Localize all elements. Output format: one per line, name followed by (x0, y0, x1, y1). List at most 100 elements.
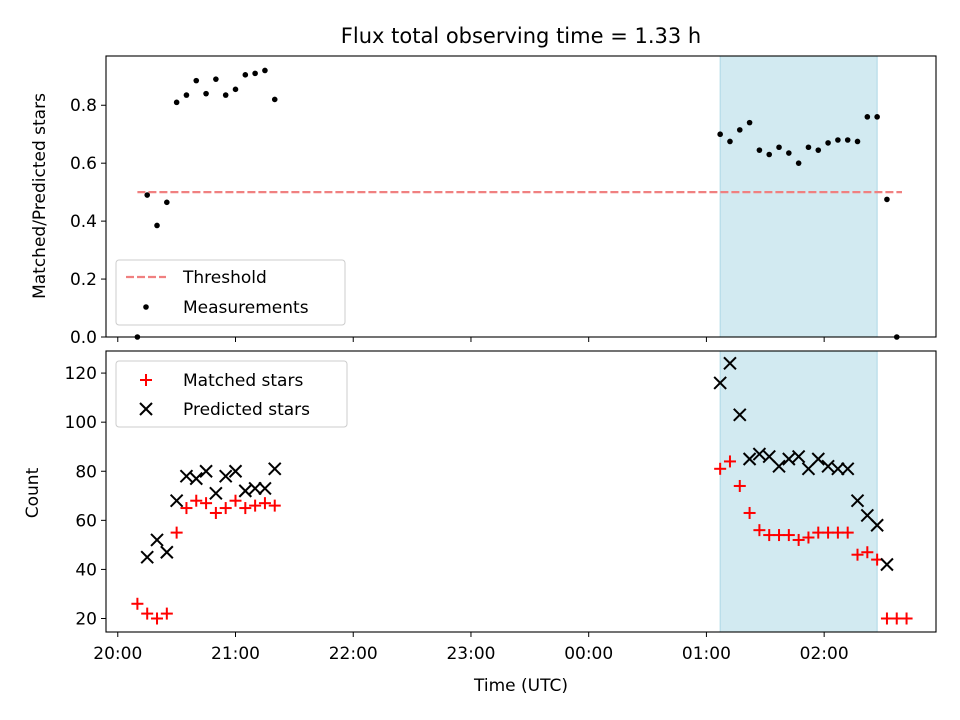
matched-point (900, 612, 913, 625)
count-panel-frame (105, 350, 937, 633)
measurement-point (874, 114, 880, 120)
matched-point (782, 529, 795, 542)
matched-point (723, 455, 736, 468)
x-tick-label: 00:00 (564, 644, 613, 664)
matched-point (160, 607, 173, 620)
predicted-point (238, 484, 253, 498)
x-axis-label: Time (UTC) (473, 676, 568, 696)
measurement-point (805, 144, 812, 151)
matched-point (268, 499, 281, 512)
matched-point (249, 499, 262, 512)
measurement-point (766, 151, 773, 158)
measurement-point (154, 222, 160, 229)
measurement-point (844, 137, 851, 143)
legend-box (115, 360, 348, 428)
matched-point (229, 494, 242, 507)
predicted-point (179, 469, 194, 483)
matched-point (753, 524, 766, 537)
legend-box (115, 259, 346, 326)
measurement-point (262, 67, 268, 74)
matched-point (190, 494, 203, 507)
predicted-point (160, 545, 174, 559)
matched-point (131, 597, 144, 610)
matched-point (219, 502, 232, 515)
measurement-point (271, 96, 278, 103)
measurement-point (795, 160, 802, 166)
matched-point (743, 506, 756, 519)
predicted-point (169, 493, 184, 508)
x-tick-label: 01:00 (682, 644, 731, 664)
predicted-point (752, 447, 767, 461)
predicted-point (733, 408, 747, 422)
y-tick-label: 0.2 (70, 270, 97, 290)
measurement-point (736, 127, 743, 133)
ratio-panel-ylabel: Matched/Predicted stars (30, 93, 50, 299)
count-panel-legend: Matched stars Predicted stars (115, 360, 348, 428)
predicted-point (791, 449, 806, 464)
measurement-point (835, 137, 841, 143)
measurement-point (213, 76, 219, 82)
legend-measurements-label: Measurements (183, 298, 309, 318)
matched-point (792, 533, 805, 546)
count-panel-shaded-span (719, 350, 878, 633)
y-tick-label: 80 (75, 462, 97, 482)
matched-point (258, 497, 271, 510)
measurement-point (252, 70, 258, 77)
x-tick-label: 02:00 (800, 644, 849, 664)
ratio-panel-legend: Threshold Measurements (115, 259, 346, 326)
predicted-point (840, 462, 855, 476)
count-panel: 20 40 60 80 100 120 20:00 21:00 22:00 23:00 00:00… (23, 350, 937, 664)
predicted-point (811, 452, 825, 466)
predicted-point (248, 481, 262, 496)
measurement-point (884, 196, 890, 203)
measurement-point (164, 199, 170, 206)
matched-point (151, 612, 164, 625)
predicted-point (850, 493, 865, 508)
measurement-point (786, 150, 792, 156)
measurement-point (222, 92, 229, 98)
matched-point (200, 497, 213, 510)
matched-point (239, 502, 252, 515)
y-tick-label: 0.0 (70, 328, 97, 348)
matched-point (141, 607, 154, 620)
legend-matched-swatch (140, 374, 152, 386)
predicted-point (831, 462, 845, 476)
measurement-point (776, 144, 782, 151)
measurement-point (746, 119, 753, 126)
predicted-point (258, 481, 272, 496)
x-tick-label: 23:00 (446, 644, 495, 664)
measurement-point (864, 114, 871, 120)
measurement-point (815, 147, 822, 153)
legend-matched-label: Matched stars (183, 371, 303, 391)
measurement-point (193, 77, 200, 84)
chart-title: Flux total observing time = 1.33 h (341, 24, 701, 48)
ratio-panel-frame (105, 55, 937, 338)
predicted-point (821, 459, 835, 474)
y-tick-label: 60 (75, 511, 97, 531)
measurement-point (717, 131, 723, 138)
y-tick-label: 40 (75, 560, 97, 580)
matched-point (733, 479, 746, 492)
predicted-point (772, 459, 786, 474)
y-tick-label: 0.4 (70, 212, 97, 232)
measurement-point (825, 140, 831, 146)
ratio-panel-shaded-span (719, 55, 878, 338)
predicted-point (268, 462, 282, 476)
y-tick-label: 0.6 (70, 154, 97, 174)
ratio-panel: 0.00.20.40.60.8 Matched/Predicted stars … (30, 55, 937, 348)
y-tick-label: 120 (65, 364, 97, 384)
predicted-point (209, 486, 223, 501)
x-tick-label: 22:00 (329, 644, 378, 664)
legend-measurements-swatch (143, 304, 149, 310)
legend-threshold-label: Threshold (182, 268, 267, 288)
measurement-point (756, 147, 763, 153)
y-tick-label: 0.8 (70, 96, 97, 116)
count-panel-ylabel: Count (23, 467, 43, 518)
measurement-point (232, 86, 239, 93)
measurement-point (144, 192, 151, 198)
predicted-point (870, 518, 884, 532)
predicted-point (782, 452, 796, 466)
y-tick-label: 20 (75, 610, 97, 630)
matched-point (714, 462, 727, 475)
